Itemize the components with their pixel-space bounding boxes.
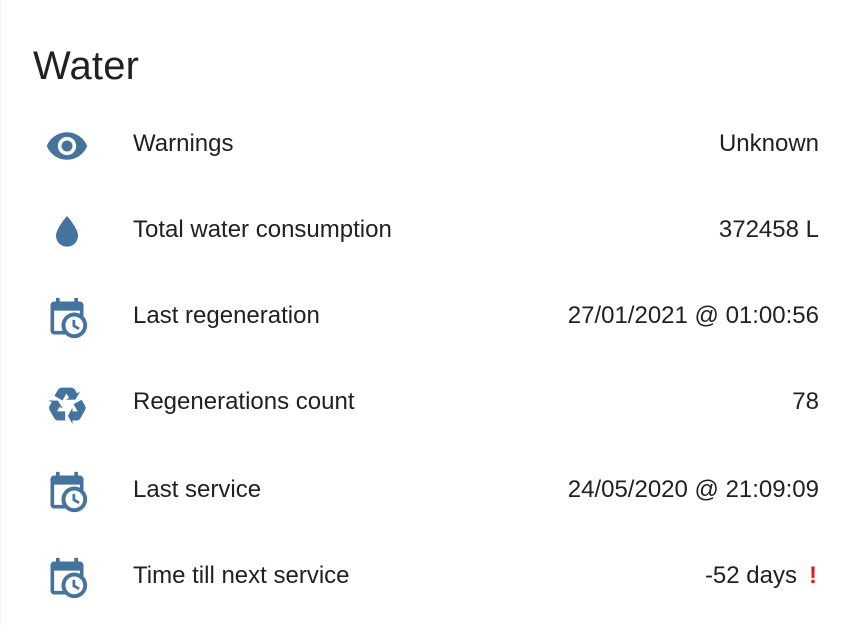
entity-row-regenerations-count[interactable]: Regenerations count 78 [1,372,844,432]
entity-row-last-service[interactable]: Last service 24/05/2020 @ 21:09:09 [1,460,844,520]
entity-label: Warnings [133,130,234,157]
calendar-clock-icon [45,556,89,600]
recycle-icon [45,382,89,426]
entity-label: Last service [133,476,262,503]
entity-value: Unknown [718,130,819,157]
entity-label: Total water consumption [133,216,392,243]
entity-value: 78 [792,388,819,415]
entity-value: -52 days [704,562,797,589]
eye-icon [45,124,89,168]
entity-label: Last regeneration [133,302,320,329]
card-title: Water [33,44,140,88]
water-drop-icon [45,210,89,254]
entity-value: 24/05/2020 @ 21:09:09 [567,476,819,503]
alert-exclamation-icon: ! [809,562,817,589]
entity-value-with-alert: -52 days! [705,546,819,606]
entity-label: Time till next service [133,562,350,589]
entity-row-total-water-consumption[interactable]: Total water consumption 372458 L [1,200,844,260]
entity-row-warnings[interactable]: Warnings Unknown [1,114,844,174]
entity-value: 27/01/2021 @ 01:00:56 [567,302,819,329]
calendar-clock-icon [45,470,89,514]
entity-label: Regenerations count [133,388,355,415]
entity-row-time-till-next-service[interactable]: Time till next service -52 days! [1,546,844,606]
calendar-clock-icon [45,296,89,340]
entity-value: 372458 L [718,216,819,243]
entity-row-last-regeneration[interactable]: Last regeneration 27/01/2021 @ 01:00:56 [1,286,844,346]
